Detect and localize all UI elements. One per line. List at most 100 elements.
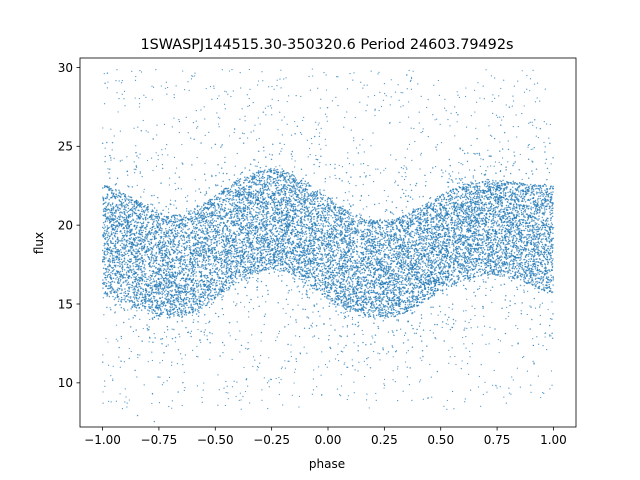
data-point xyxy=(514,240,517,243)
data-point xyxy=(177,349,180,351)
data-point xyxy=(166,295,169,297)
data-point xyxy=(173,264,175,267)
data-point xyxy=(314,209,317,211)
data-point xyxy=(176,220,179,223)
data-point xyxy=(167,256,170,259)
data-point xyxy=(478,152,481,155)
data-point xyxy=(166,272,168,275)
data-point xyxy=(489,262,491,265)
data-point xyxy=(125,209,127,212)
data-point xyxy=(510,188,512,191)
data-point xyxy=(116,293,119,296)
data-point xyxy=(283,251,285,253)
data-point xyxy=(129,199,131,201)
data-point xyxy=(529,211,532,214)
data-point xyxy=(248,266,250,268)
data-point xyxy=(241,190,244,193)
data-point xyxy=(468,262,470,264)
data-point xyxy=(220,206,223,208)
data-point xyxy=(542,198,544,201)
data-point xyxy=(239,242,241,245)
data-point xyxy=(427,286,430,289)
data-point xyxy=(483,198,485,200)
data-point xyxy=(273,247,275,250)
data-point xyxy=(270,183,272,185)
data-point xyxy=(152,246,155,248)
data-point xyxy=(389,290,392,292)
data-point xyxy=(128,267,130,269)
data-point xyxy=(512,190,514,192)
data-point xyxy=(527,207,530,210)
data-point xyxy=(143,258,145,261)
data-point xyxy=(121,268,124,271)
data-point xyxy=(156,299,158,301)
data-point xyxy=(545,195,547,198)
data-point xyxy=(307,194,310,196)
data-point xyxy=(485,244,488,247)
data-point xyxy=(325,287,328,289)
data-point xyxy=(359,176,361,178)
data-point xyxy=(283,207,286,209)
data-point xyxy=(210,278,212,280)
data-point xyxy=(116,261,119,264)
data-point xyxy=(212,257,215,259)
data-point xyxy=(120,220,123,223)
data-point xyxy=(134,290,136,292)
data-point xyxy=(482,247,485,249)
data-point xyxy=(352,204,354,206)
data-point xyxy=(186,245,188,247)
data-point xyxy=(114,240,117,242)
data-point xyxy=(195,223,198,226)
data-point xyxy=(450,224,453,226)
data-point xyxy=(403,269,406,272)
data-point xyxy=(198,217,201,219)
data-point xyxy=(368,228,370,231)
data-point xyxy=(299,208,302,211)
data-point xyxy=(447,216,450,218)
data-point xyxy=(313,163,315,166)
data-point xyxy=(381,247,383,250)
data-point xyxy=(524,263,526,266)
data-point xyxy=(194,293,196,295)
data-point xyxy=(294,132,296,135)
data-point xyxy=(214,312,217,315)
data-point xyxy=(125,261,127,264)
data-point xyxy=(450,212,453,215)
data-point xyxy=(195,238,197,241)
data-point xyxy=(226,254,228,256)
data-point xyxy=(256,220,258,223)
data-point xyxy=(236,268,239,270)
data-point xyxy=(252,270,255,272)
data-point xyxy=(474,191,477,194)
data-point xyxy=(120,299,123,301)
data-point xyxy=(379,253,381,256)
data-point xyxy=(124,198,126,200)
data-point xyxy=(281,231,283,233)
data-point xyxy=(413,214,415,216)
data-point xyxy=(140,196,142,198)
data-point xyxy=(200,225,203,227)
data-point xyxy=(514,221,516,223)
data-point xyxy=(250,202,253,204)
data-point xyxy=(285,205,287,208)
data-point xyxy=(155,262,158,264)
data-point xyxy=(452,261,455,264)
data-point xyxy=(352,244,354,247)
data-point xyxy=(147,247,150,250)
data-point xyxy=(215,281,218,284)
data-point xyxy=(464,271,466,273)
data-point xyxy=(215,291,218,293)
data-point xyxy=(161,343,163,345)
data-point xyxy=(357,270,359,273)
data-point xyxy=(220,254,223,256)
data-point xyxy=(225,262,227,264)
data-point xyxy=(137,281,139,284)
data-point xyxy=(171,306,174,308)
data-point xyxy=(390,289,392,291)
data-point xyxy=(388,289,390,291)
data-point xyxy=(249,222,252,225)
data-point xyxy=(425,265,428,268)
data-point xyxy=(449,215,452,217)
data-point xyxy=(334,216,337,218)
data-point xyxy=(103,244,105,247)
